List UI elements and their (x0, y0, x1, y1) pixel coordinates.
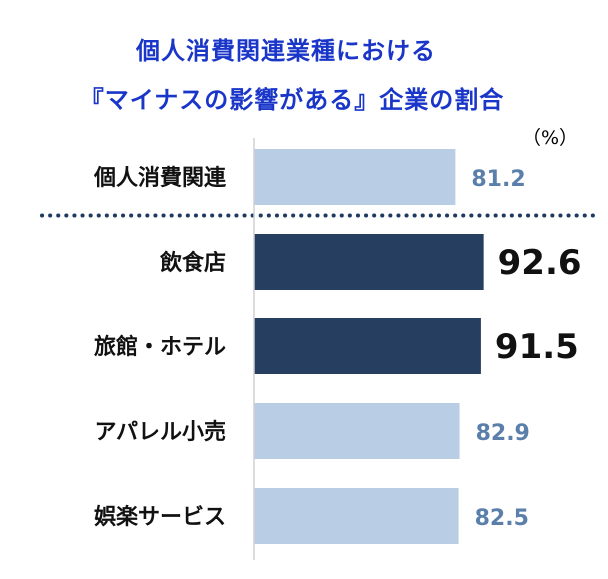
chart-title-line1: 個人消費関連業種における (136, 37, 436, 65)
bar-1 (254, 234, 484, 290)
category-label-4: 娯楽サービス (94, 504, 226, 530)
value-label-0: 81.2 (471, 167, 525, 192)
category-label-2: 旅館・ホテル (94, 334, 226, 360)
category-label-0: 個人消費関連 (93, 166, 227, 191)
value-label-1: 92.6 (498, 243, 582, 283)
bar-3 (254, 403, 460, 459)
bar-0 (254, 149, 456, 205)
unit-label: （%） (522, 127, 579, 149)
value-label-3: 82.9 (476, 421, 530, 446)
bar-4 (254, 488, 459, 544)
value-label-2: 91.5 (495, 327, 579, 367)
category-label-3: アパレル小売 (94, 419, 226, 445)
chart-title-line2: 『マイナスの影響がある』企業の割合 (79, 86, 505, 114)
bar-2 (254, 318, 481, 374)
category-label-1: 飲食店 (159, 250, 226, 276)
value-label-4: 82.5 (475, 506, 529, 531)
